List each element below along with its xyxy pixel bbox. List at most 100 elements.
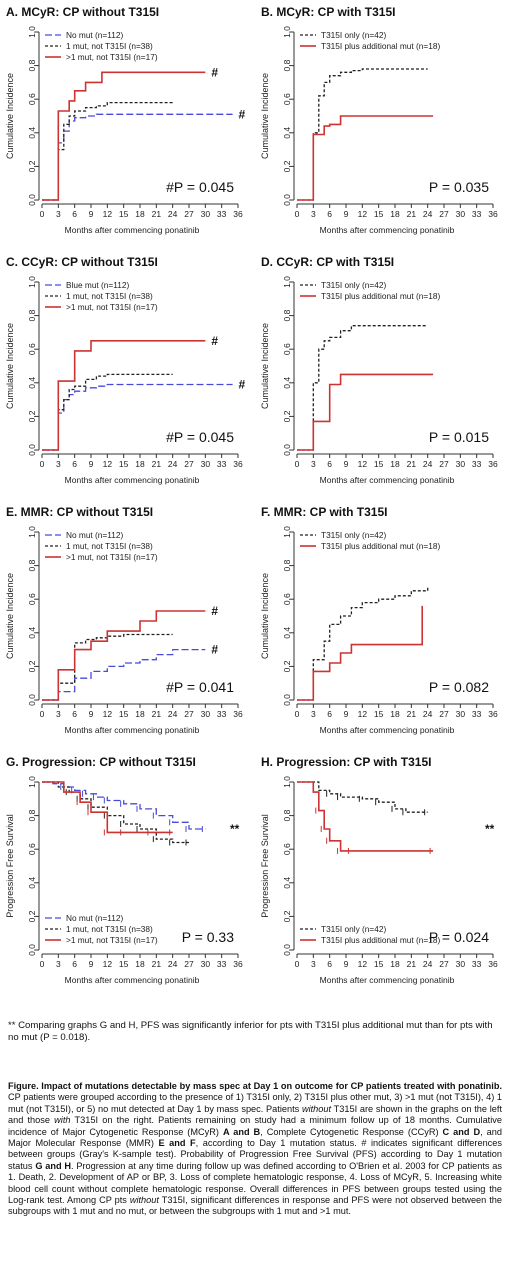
y-tick-label: 0.4 xyxy=(282,877,292,889)
x-tick-label: 24 xyxy=(168,709,178,719)
x-tick-label: 27 xyxy=(184,459,194,469)
y-tick-label: 0.8 xyxy=(27,309,37,321)
x-tick-label: 33 xyxy=(472,459,482,469)
caption-lead: Figure. Impact of mutations detectable b… xyxy=(8,1081,502,1091)
x-tick-label: 30 xyxy=(456,959,466,969)
x-tick-label: 0 xyxy=(295,709,300,719)
y-tick-label: 1.0 xyxy=(27,526,37,538)
y-tick-label: 1.0 xyxy=(282,26,292,38)
x-tick-label: 6 xyxy=(72,459,77,469)
x-tick-label: 15 xyxy=(374,209,384,219)
x-tick-label: 24 xyxy=(423,209,433,219)
x-tick-label: 12 xyxy=(103,959,113,969)
caption-text-4: , Complete Cytogenetic Response (CCyR) xyxy=(260,1126,443,1137)
x-tick-label: 33 xyxy=(217,459,227,469)
x-tick-label: 9 xyxy=(344,209,349,219)
series-line-1 xyxy=(297,587,429,701)
y-tick-label: 0.8 xyxy=(27,559,37,571)
x-tick-label: 21 xyxy=(152,959,162,969)
x-tick-label: 18 xyxy=(135,709,145,719)
x-tick-label: 24 xyxy=(168,209,178,219)
x-tick-label: 18 xyxy=(390,709,400,719)
x-tick-label: 33 xyxy=(217,959,227,969)
series-line-2 xyxy=(42,373,173,451)
x-tick-label: 21 xyxy=(152,209,162,219)
x-tick-label: 24 xyxy=(168,959,178,969)
y-tick-label: 0.4 xyxy=(282,377,292,389)
legend-label: T315I plus additional mut (n=18) xyxy=(321,935,440,945)
y-tick-label: 1.0 xyxy=(27,276,37,288)
series-line-2 xyxy=(42,101,173,201)
x-axis-label: Months after commencing ponatinib xyxy=(65,725,200,735)
y-axis-label: Cumulative Incidence xyxy=(5,573,15,659)
panel-title: H. Progression: CP with T315I xyxy=(261,755,431,769)
x-tick-label: 24 xyxy=(168,459,178,469)
x-tick-label: 3 xyxy=(311,209,316,219)
y-axis-label: Cumulative Incidence xyxy=(5,73,15,159)
y-tick-label: 0.2 xyxy=(282,660,292,672)
x-tick-label: 21 xyxy=(152,459,162,469)
x-tick-label: 15 xyxy=(119,709,129,719)
x-tick-label: 36 xyxy=(233,709,243,719)
y-axis-label: Cumulative Incidence xyxy=(260,573,270,659)
legend-label: T315I plus additional mut (n=18) xyxy=(321,541,440,551)
legend-label: >1 mut, not T315I (n=17) xyxy=(66,552,158,562)
p-value: P = 0.015 xyxy=(429,429,489,445)
y-tick-label: 0.6 xyxy=(27,843,37,855)
x-tick-label: 9 xyxy=(344,709,349,719)
series-line-2 xyxy=(297,373,434,451)
series-line-3 xyxy=(42,340,206,451)
x-axis-label: Months after commencing ponatinib xyxy=(65,475,200,485)
x-tick-label: 12 xyxy=(358,709,368,719)
y-tick-label: 1.0 xyxy=(282,776,292,788)
x-tick-label: 24 xyxy=(423,459,433,469)
y-tick-label: 0.8 xyxy=(282,309,292,321)
panel-title: E. MMR: CP without T315I xyxy=(6,505,153,519)
x-tick-label: 18 xyxy=(390,959,400,969)
footnote: ** Comparing graphs G and H, PFS was sig… xyxy=(8,1020,493,1043)
x-axis-label: Months after commencing ponatinib xyxy=(320,725,455,735)
x-tick-label: 33 xyxy=(472,209,482,219)
caption-text-8: T315I, significant differences in respon… xyxy=(8,1195,502,1217)
x-tick-label: 33 xyxy=(217,709,227,719)
panel-e: E. MMR: CP without T315I 0.0 0.2 0.4 0.6 0.8 1… xyxy=(5,505,243,735)
legend-label: 1 mut, not T315I (n=38) xyxy=(66,541,153,551)
x-tick-label: 30 xyxy=(201,709,211,719)
x-tick-label: 12 xyxy=(103,709,113,719)
caption-bold-ab: A and B xyxy=(222,1126,261,1137)
x-tick-label: 9 xyxy=(89,209,94,219)
y-tick-label: 0.0 xyxy=(27,944,37,956)
y-tick-label: 0.4 xyxy=(282,127,292,139)
y-tick-label: 0.2 xyxy=(282,410,292,422)
y-tick-label: 0.2 xyxy=(27,410,37,422)
x-tick-label: 3 xyxy=(56,209,61,219)
panel-title: D. CCyR: CP with T315I xyxy=(261,255,394,269)
x-tick-label: 21 xyxy=(407,209,417,219)
x-tick-label: 18 xyxy=(135,959,145,969)
significance-mark: # xyxy=(239,377,246,391)
panel-b: B. MCyR: CP with T315I 0.0 0.2 0.4 0.6 0.8 1.0… xyxy=(260,5,498,235)
panel-a: A. MCyR: CP without T315I 0.0 0.2 0.4 0.6 0.8… xyxy=(5,5,246,235)
x-tick-label: 3 xyxy=(311,459,316,469)
series-line-3 xyxy=(42,71,206,201)
y-tick-label: 0.6 xyxy=(27,343,37,355)
legend-label: T315I plus additional mut (n=18) xyxy=(321,291,440,301)
x-tick-label: 0 xyxy=(40,209,45,219)
x-tick-label: 27 xyxy=(184,209,194,219)
x-tick-label: 6 xyxy=(327,959,332,969)
y-tick-label: 0.8 xyxy=(282,559,292,571)
legend-label: T315I only (n=42) xyxy=(321,30,386,40)
legend-label: No mut (n=112) xyxy=(66,530,123,540)
x-tick-label: 30 xyxy=(456,209,466,219)
x-tick-label: 24 xyxy=(423,709,433,719)
x-tick-label: 21 xyxy=(407,959,417,969)
x-tick-label: 3 xyxy=(311,959,316,969)
y-tick-label: 0.2 xyxy=(282,910,292,922)
x-tick-label: 15 xyxy=(374,459,384,469)
x-tick-label: 6 xyxy=(72,709,77,719)
legend-label: No mut (n=112) xyxy=(66,30,123,40)
legend-label: T315I only (n=42) xyxy=(321,530,386,540)
significance-mark: # xyxy=(211,604,218,618)
x-tick-label: 12 xyxy=(358,209,368,219)
y-tick-label: 0.6 xyxy=(282,93,292,105)
